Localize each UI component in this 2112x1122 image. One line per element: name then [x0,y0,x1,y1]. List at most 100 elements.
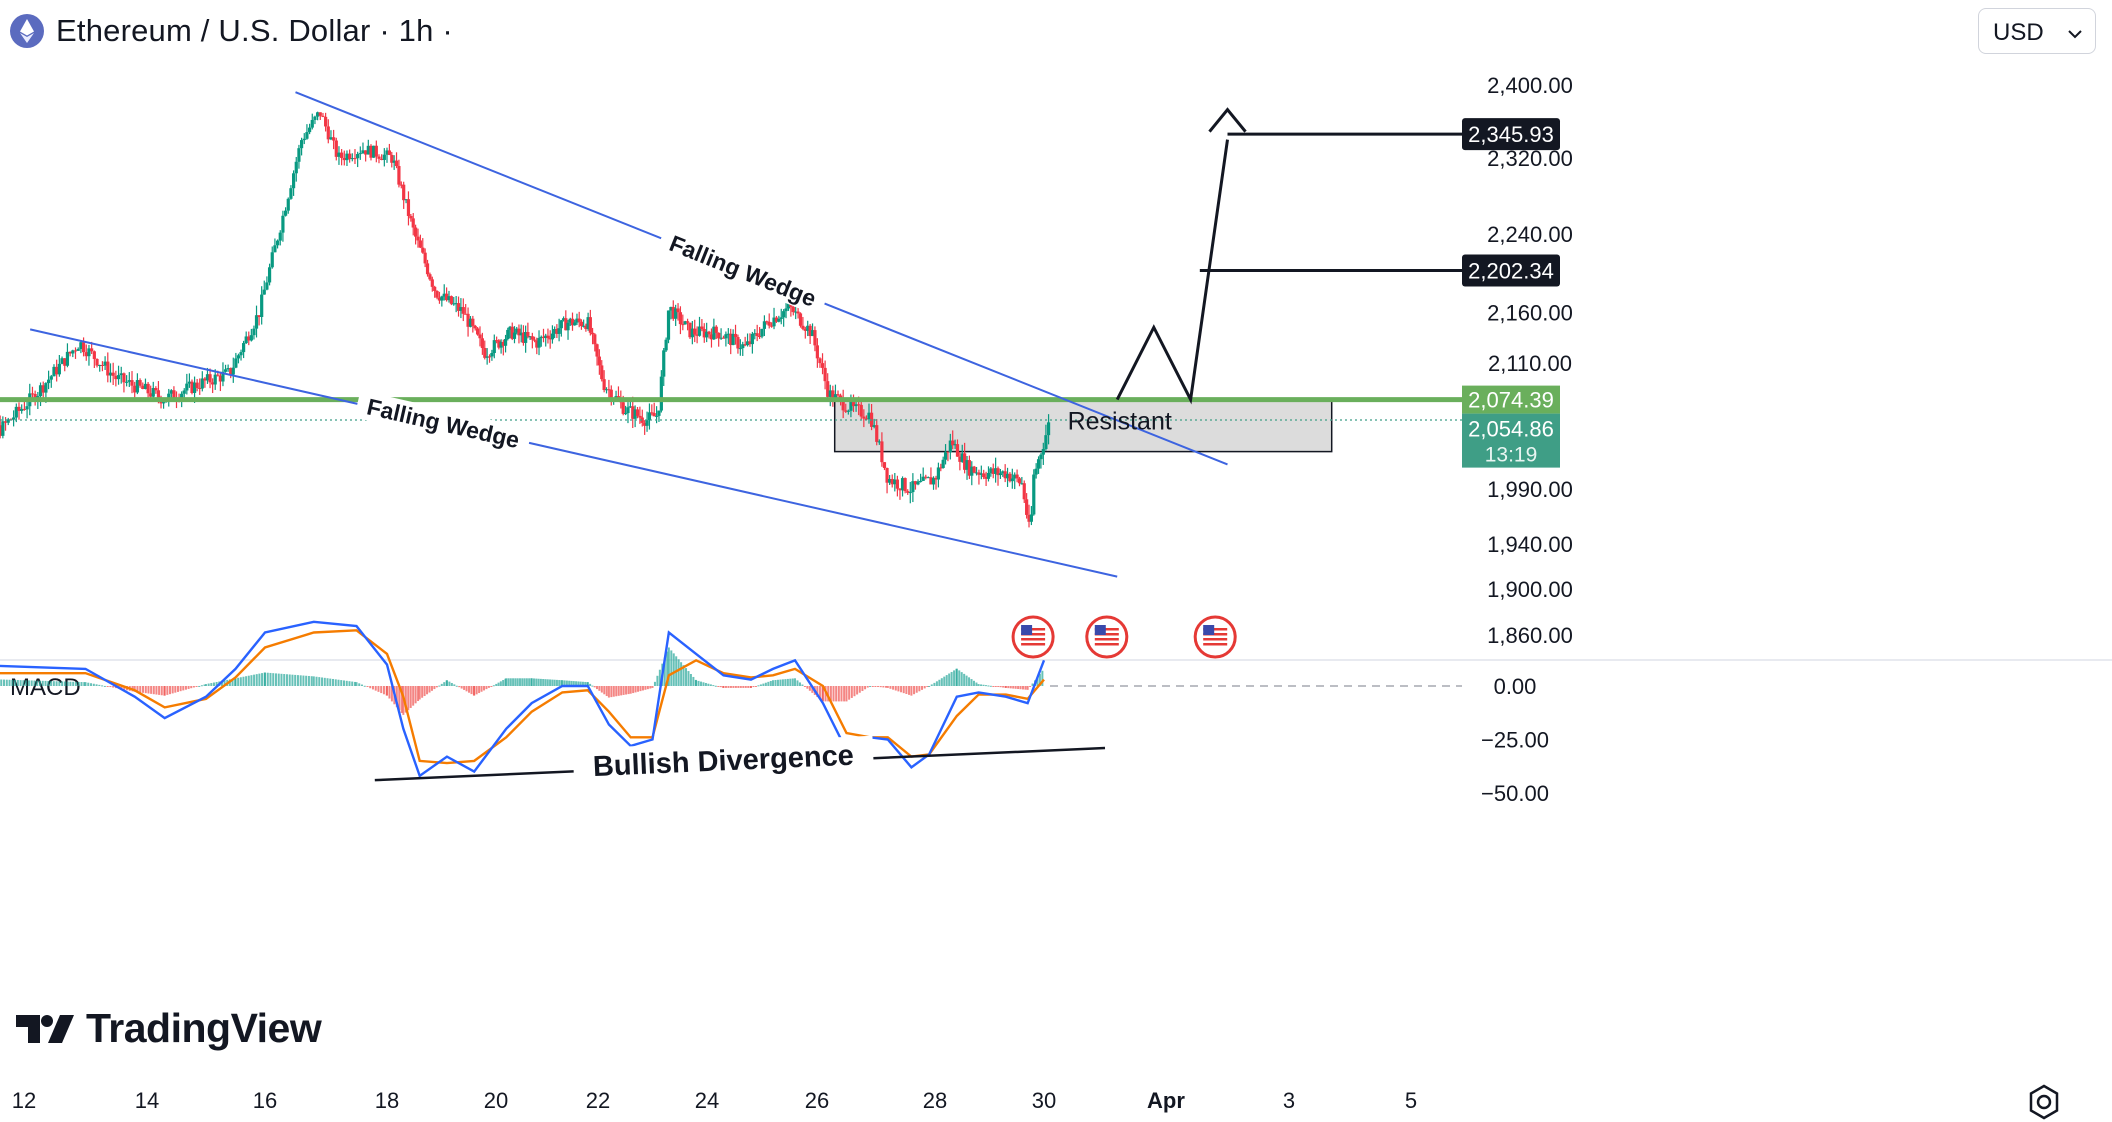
tradingview-logo[interactable]: TradingView [16,1005,322,1052]
macd-histogram-bar [921,686,924,690]
macd-histogram-bar [207,683,210,686]
candle-body [485,356,489,358]
candle [566,319,570,340]
symbol-header[interactable]: Ethereum / U.S. Dollar · 1h · [10,8,453,54]
candle-body [719,337,723,339]
candle-body [528,336,532,338]
macd-histogram-bar [776,679,779,686]
candle-body [926,477,930,479]
candle-body [941,459,945,468]
candle-body [200,378,204,389]
macd-histogram-bar [784,679,787,686]
symbol-title[interactable]: Ethereum / U.S. Dollar · 1h · [56,13,453,48]
candle [931,476,936,490]
candle-body [683,321,687,325]
candle [967,455,972,480]
candle [685,318,690,331]
candle [579,319,584,330]
macd-histogram-bar [794,678,796,686]
candle [1044,424,1048,451]
macd-histogram-bar [485,686,488,690]
candle-body [559,320,563,329]
candle-body [143,383,148,390]
candle-body [133,385,137,393]
countdown-text: 13:19 [1485,444,1538,467]
candle-body [456,303,461,311]
candle-body [257,315,261,318]
candle [916,479,920,486]
macd-histogram-bar [269,672,272,686]
macd-histogram-bar [87,682,90,686]
resistance-zone[interactable] [833,398,1333,453]
candle-body [12,417,16,420]
candle [568,317,572,326]
macd-histogram-bar [700,681,703,686]
candle-body [908,492,912,494]
candle-body [724,334,728,339]
candle [187,373,192,388]
candle-body [300,140,304,149]
macd-histogram-bar [603,686,606,695]
macd-histogram-bar [729,686,732,688]
macd-histogram-bar [747,686,750,688]
candle-body [590,332,595,335]
candle [528,336,532,340]
settings-gear-icon[interactable] [2024,1082,2064,1122]
macd-histogram-bar [239,677,242,686]
macd-histogram-bar [326,678,329,686]
candle [418,234,422,249]
candle-body [79,342,83,350]
macd-histogram-bar [933,682,936,686]
candle [705,322,709,343]
candle [281,210,285,242]
macd-histogram-bar [443,682,446,686]
candle [970,461,974,486]
macd-histogram-bar [667,647,670,686]
candle-body [418,240,422,248]
candle-body [350,158,354,160]
time-tick-label: 28 [923,1088,947,1113]
candle-body [626,407,630,414]
us-flag-event-icon[interactable] [1011,615,1055,659]
macd-histogram-bar [950,671,953,686]
candle-body [512,332,517,339]
target-price-tag-text: 2,345.93 [1468,122,1554,147]
candle [714,325,718,339]
candle [590,327,595,345]
candle [372,145,376,158]
macd-histogram-bar [835,686,838,702]
candle [356,151,360,168]
macd-histogram-bar [762,683,765,686]
candle [683,320,687,325]
candle [76,347,80,351]
event-flag-stripe [1021,628,1046,631]
macd-histogram-bar [848,686,851,700]
macd-histogram-bar [963,673,966,686]
event-flag-stripe [1203,628,1228,631]
candle-body [570,318,575,326]
candle-body [334,140,338,157]
candle-body [478,334,482,339]
macd-histogram-bar [1012,686,1015,689]
macd-histogram-bar [155,686,158,695]
macd-histogram-bar [737,686,740,688]
macd-histogram-bar [537,678,540,686]
candle [478,326,482,347]
candle [846,409,850,415]
us-flag-event-icon[interactable] [1193,615,1237,659]
macd-histogram-bar [1026,686,1029,690]
macd-histogram-bar [767,681,770,686]
falling-wedge-lower[interactable] [29,328,1118,578]
candle [664,337,668,352]
us-flag-event-icon[interactable] [1085,615,1129,659]
macd-histogram-bar [714,685,717,687]
candle [815,338,819,368]
currency-select[interactable]: USD [1978,8,2096,54]
candle [659,370,663,413]
candle-body [813,330,817,346]
candle [813,326,817,352]
candle [628,401,632,408]
candle-body [473,325,477,329]
macd-histogram-bar [532,678,535,686]
